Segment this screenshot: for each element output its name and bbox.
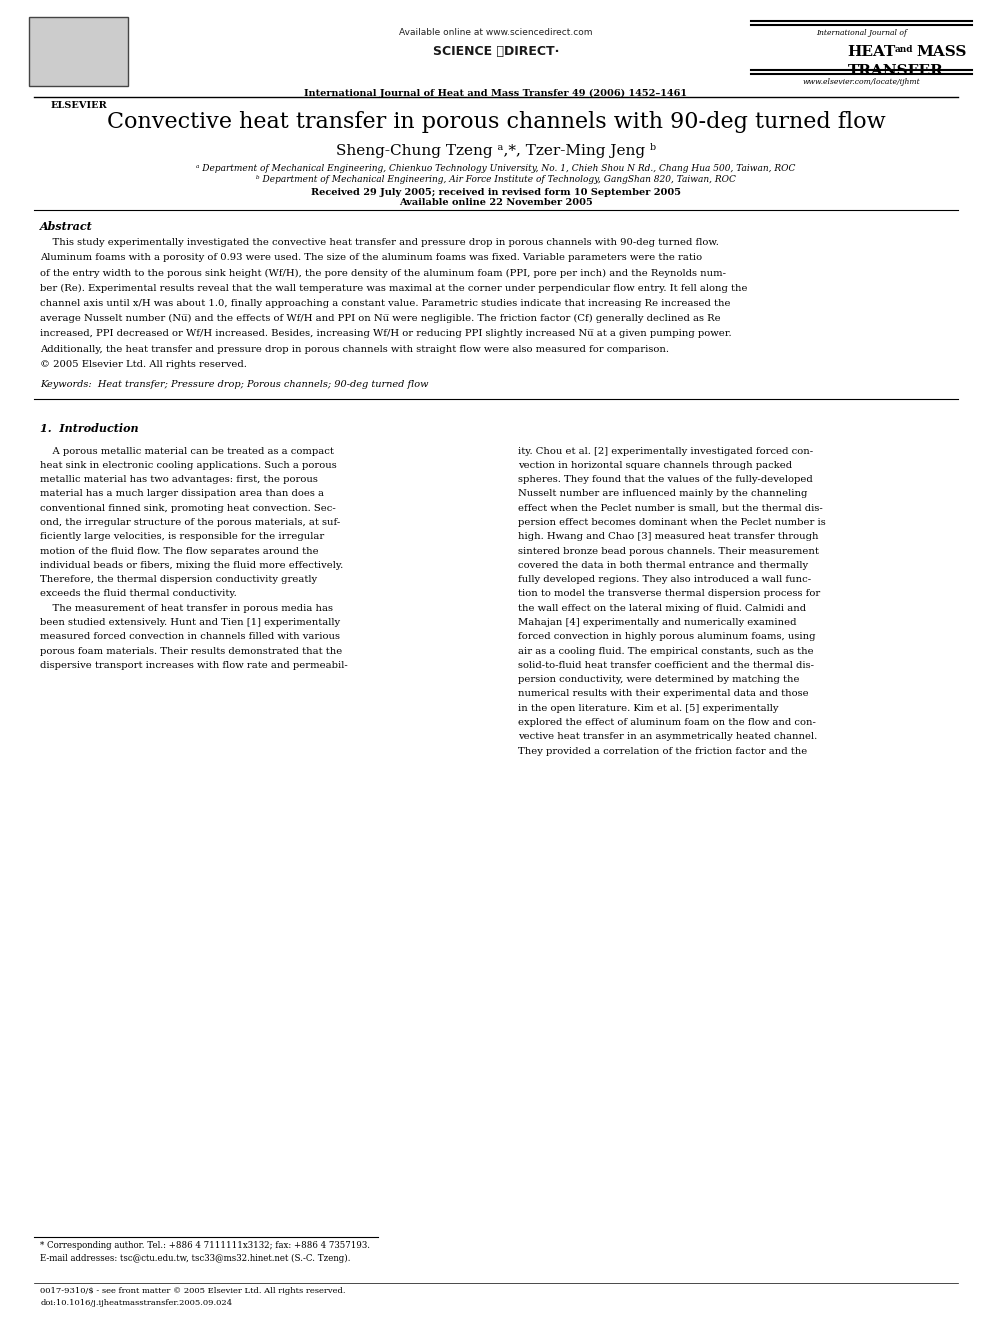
Text: average Nusselt number (Nu̅) and the effects of Wf/H and PPI on Nu̅ were negligi: average Nusselt number (Nu̅) and the eff… [41, 314, 721, 323]
Text: This study experimentally investigated the convective heat transfer and pressure: This study experimentally investigated t… [41, 238, 719, 247]
Text: Nusselt number are influenced mainly by the channeling: Nusselt number are influenced mainly by … [518, 490, 806, 499]
Text: ᵃ Department of Mechanical Engineering, Chienkuo Technology University, No. 1, C: ᵃ Department of Mechanical Engineering, … [196, 164, 796, 173]
Text: Sheng-Chung Tzeng ᵃ,*, Tzer-Ming Jeng ᵇ: Sheng-Chung Tzeng ᵃ,*, Tzer-Ming Jeng ᵇ [336, 143, 656, 157]
Text: 0017-9310/$ - see front matter © 2005 Elsevier Ltd. All rights reserved.: 0017-9310/$ - see front matter © 2005 El… [41, 1287, 346, 1295]
Text: spheres. They found that the values of the fully-developed: spheres. They found that the values of t… [518, 475, 812, 484]
Text: Available online at www.sciencedirect.com: Available online at www.sciencedirect.co… [399, 28, 593, 37]
Text: * Corresponding author. Tel.: +886 4 7111111x3132; fax: +886 4 7357193.: * Corresponding author. Tel.: +886 4 711… [41, 1241, 370, 1250]
Text: high. Hwang and Chao [3] measured heat transfer through: high. Hwang and Chao [3] measured heat t… [518, 532, 818, 541]
Text: vective heat transfer in an asymmetrically heated channel.: vective heat transfer in an asymmetrical… [518, 733, 816, 741]
Text: Convective heat transfer in porous channels with 90-deg turned flow: Convective heat transfer in porous chann… [107, 111, 885, 134]
Text: ᵇ Department of Mechanical Engineering, Air Force Institute of Technology, GangS: ᵇ Department of Mechanical Engineering, … [256, 175, 736, 184]
Text: TRANSFER: TRANSFER [847, 64, 943, 78]
Text: increased, PPI decreased or Wf/H increased. Besides, increasing Wf/H or reducing: increased, PPI decreased or Wf/H increas… [41, 329, 732, 339]
Text: International Journal of: International Journal of [816, 29, 907, 37]
Text: International Journal of Heat and Mass Transfer 49 (2006) 1452–1461: International Journal of Heat and Mass T… [305, 89, 687, 98]
Text: The measurement of heat transfer in porous media has: The measurement of heat transfer in poro… [41, 603, 333, 613]
Text: sintered bronze bead porous channels. Their measurement: sintered bronze bead porous channels. Th… [518, 546, 818, 556]
Text: individual beads or fibers, mixing the fluid more effectively.: individual beads or fibers, mixing the f… [41, 561, 343, 570]
Text: © 2005 Elsevier Ltd. All rights reserved.: © 2005 Elsevier Ltd. All rights reserved… [41, 360, 247, 369]
Text: heat sink in electronic cooling applications. Such a porous: heat sink in electronic cooling applicat… [41, 460, 337, 470]
Text: the wall effect on the lateral mixing of fluid. Calmidi and: the wall effect on the lateral mixing of… [518, 603, 806, 613]
Text: Received 29 July 2005; received in revised form 10 September 2005: Received 29 July 2005; received in revis… [311, 188, 681, 197]
Text: SCIENCE ⓓDIRECT·: SCIENCE ⓓDIRECT· [433, 45, 559, 58]
Text: metallic material has two advantages: first, the porous: metallic material has two advantages: fi… [41, 475, 318, 484]
Text: effect when the Peclet number is small, but the thermal dis-: effect when the Peclet number is small, … [518, 504, 822, 513]
Text: material has a much larger dissipation area than does a: material has a much larger dissipation a… [41, 490, 324, 499]
Text: of the entry width to the porous sink height (Wf/H), the pore density of the alu: of the entry width to the porous sink he… [41, 269, 726, 278]
Text: MASS: MASS [917, 45, 967, 60]
Text: They provided a correlation of the friction factor and the: They provided a correlation of the frict… [518, 746, 806, 755]
Text: tion to model the transverse thermal dispersion process for: tion to model the transverse thermal dis… [518, 590, 819, 598]
Text: dispersive transport increases with flow rate and permeabil-: dispersive transport increases with flow… [41, 662, 348, 669]
Text: ber (Re). Experimental results reveal that the wall temperature was maximal at t: ber (Re). Experimental results reveal th… [41, 283, 748, 292]
Text: vection in horizontal square channels through packed: vection in horizontal square channels th… [518, 460, 792, 470]
Text: Additionally, the heat transfer and pressure drop in porous channels with straig: Additionally, the heat transfer and pres… [41, 344, 670, 353]
Text: A porous metallic material can be treated as a compact: A porous metallic material can be treate… [41, 446, 334, 455]
Text: porous foam materials. Their results demonstrated that the: porous foam materials. Their results dem… [41, 647, 342, 656]
Text: Aluminum foams with a porosity of 0.93 were used. The size of the aluminum foams: Aluminum foams with a porosity of 0.93 w… [41, 253, 702, 262]
Text: persion conductivity, were determined by matching the: persion conductivity, were determined by… [518, 675, 800, 684]
Text: in the open literature. Kim et al. [5] experimentally: in the open literature. Kim et al. [5] e… [518, 704, 778, 713]
Text: ficiently large velocities, is responsible for the irregular: ficiently large velocities, is responsib… [41, 532, 324, 541]
Text: air as a cooling fluid. The empirical constants, such as the: air as a cooling fluid. The empirical co… [518, 647, 813, 656]
Text: solid-to-fluid heat transfer coefficient and the thermal dis-: solid-to-fluid heat transfer coefficient… [518, 662, 813, 669]
Text: Abstract: Abstract [41, 221, 93, 232]
Text: and: and [895, 45, 914, 54]
Text: exceeds the fluid thermal conductivity.: exceeds the fluid thermal conductivity. [41, 590, 237, 598]
Text: numerical results with their experimental data and those: numerical results with their experimenta… [518, 689, 808, 699]
Text: covered the data in both thermal entrance and thermally: covered the data in both thermal entranc… [518, 561, 807, 570]
Text: ity. Chou et al. [2] experimentally investigated forced con-: ity. Chou et al. [2] experimentally inve… [518, 446, 812, 455]
Text: ELSEVIER: ELSEVIER [51, 101, 107, 110]
Bar [30, 17, 128, 86]
Text: Available online 22 November 2005: Available online 22 November 2005 [399, 198, 593, 208]
Text: 1.  Introduction: 1. Introduction [41, 422, 139, 434]
Text: persion effect becomes dominant when the Peclet number is: persion effect becomes dominant when the… [518, 517, 825, 527]
Text: Keywords:  Heat transfer; Pressure drop; Porous channels; 90-deg turned flow: Keywords: Heat transfer; Pressure drop; … [41, 380, 429, 389]
Text: www.elsevier.com/locate/ijhmt: www.elsevier.com/locate/ijhmt [803, 78, 921, 86]
Text: Therefore, the thermal dispersion conductivity greatly: Therefore, the thermal dispersion conduc… [41, 576, 317, 585]
Text: fully developed regions. They also introduced a wall func-: fully developed regions. They also intro… [518, 576, 810, 585]
Text: conventional finned sink, promoting heat convection. Sec-: conventional finned sink, promoting heat… [41, 504, 336, 513]
Text: been studied extensively. Hunt and Tien [1] experimentally: been studied extensively. Hunt and Tien … [41, 618, 340, 627]
Text: E-mail addresses: tsc@ctu.edu.tw, tsc33@ms32.hinet.net (S.-C. Tzeng).: E-mail addresses: tsc@ctu.edu.tw, tsc33@… [41, 1254, 351, 1263]
Text: measured forced convection in channels filled with various: measured forced convection in channels f… [41, 632, 340, 642]
Text: Mahajan [4] experimentally and numerically examined: Mahajan [4] experimentally and numerical… [518, 618, 797, 627]
Text: HEAT: HEAT [847, 45, 896, 60]
Text: forced convection in highly porous aluminum foams, using: forced convection in highly porous alumi… [518, 632, 815, 642]
Text: explored the effect of aluminum foam on the flow and con-: explored the effect of aluminum foam on … [518, 718, 815, 728]
Text: channel axis until x/H was about 1.0, finally approaching a constant value. Para: channel axis until x/H was about 1.0, fi… [41, 299, 731, 308]
Text: motion of the fluid flow. The flow separates around the: motion of the fluid flow. The flow separ… [41, 546, 318, 556]
Text: doi:10.1016/j.ijheatmasstransfer.2005.09.024: doi:10.1016/j.ijheatmasstransfer.2005.09… [41, 1299, 232, 1307]
Text: ond, the irregular structure of the porous materials, at suf-: ond, the irregular structure of the poro… [41, 517, 340, 527]
